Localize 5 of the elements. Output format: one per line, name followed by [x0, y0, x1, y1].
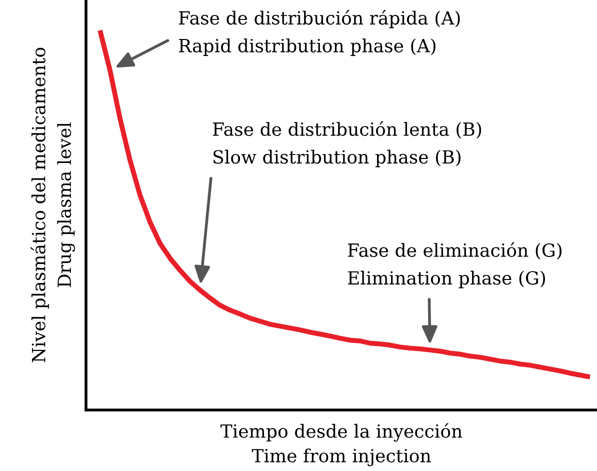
annotation: Fase de distribución rápida (A) Rapid distribution phase (A)	[178, 10, 460, 56]
y-axis-title: Nivel plasmático del medicamento Drug plasma level	[30, 48, 75, 362]
annotation: Fase de eliminación (G) Elimination phase (G)	[348, 242, 562, 288]
annotation: Fase de distribución lenta (B) Slow distribution phase (B)	[212, 121, 482, 168]
x-axis-title: Tiempo desde la inyección Time from injection	[220, 423, 462, 466]
